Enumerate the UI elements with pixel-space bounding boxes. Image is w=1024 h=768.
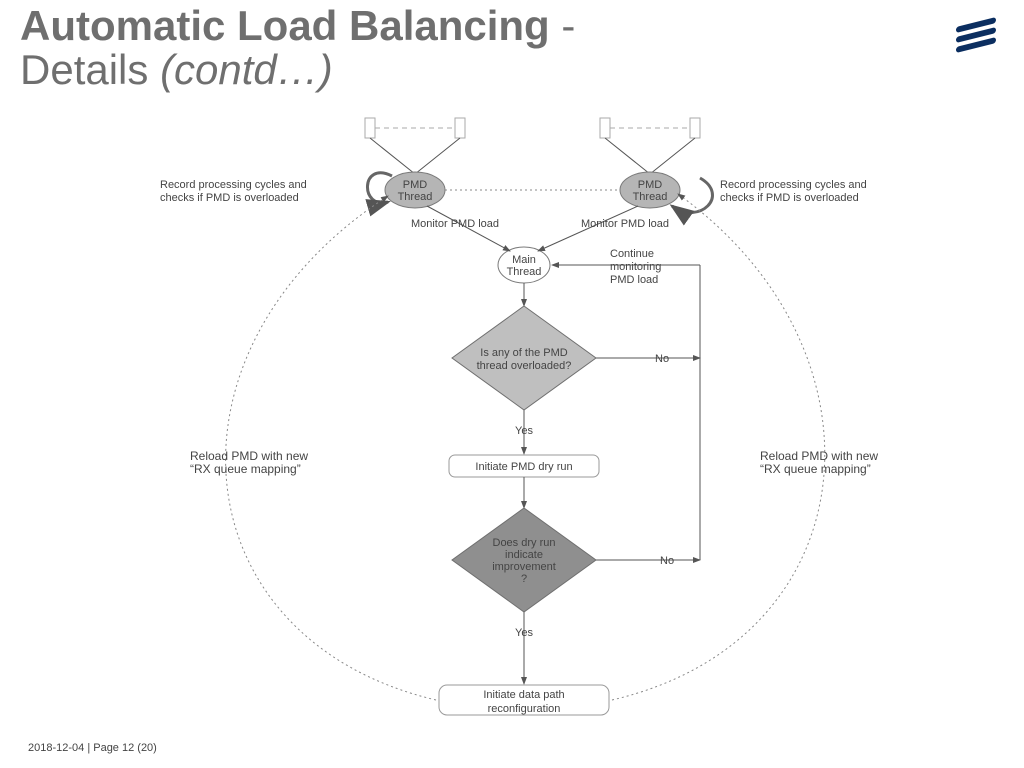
- svg-text:indicate: indicate: [505, 549, 543, 561]
- svg-text:Main: Main: [512, 254, 536, 266]
- svg-text:PMD load: PMD load: [610, 274, 658, 286]
- svg-text:“RX queue mapping”: “RX queue mapping”: [190, 462, 301, 476]
- svg-text:monitoring: monitoring: [610, 261, 661, 273]
- svg-text:Thread: Thread: [633, 191, 668, 203]
- svg-text:Thread: Thread: [398, 191, 433, 203]
- svg-text:Record processing cycles and: Record processing cycles and: [720, 179, 867, 191]
- svg-text:Monitor PMD load: Monitor PMD load: [411, 218, 499, 230]
- svg-text:PMD: PMD: [403, 179, 428, 191]
- svg-text:No: No: [660, 555, 674, 567]
- svg-text:Monitor PMD load: Monitor PMD load: [581, 218, 669, 230]
- svg-text:checks if PMD is overloaded: checks if PMD is overloaded: [720, 192, 859, 204]
- svg-text:Continue: Continue: [610, 248, 654, 260]
- svg-text:Initiate data path: Initiate data path: [483, 689, 564, 701]
- svg-text:Is any of the PMD: Is any of the PMD: [480, 347, 567, 359]
- svg-text:Thread: Thread: [507, 266, 542, 278]
- flowchart-canvas: PMDThreadPMDThreadRecord processing cycl…: [0, 0, 1024, 768]
- svg-text:Record processing cycles and: Record processing cycles and: [160, 179, 307, 191]
- svg-text:Yes: Yes: [515, 425, 533, 437]
- svg-text:Does dry run: Does dry run: [493, 537, 556, 549]
- svg-text:improvement: improvement: [492, 561, 556, 573]
- svg-text:checks if PMD is overloaded: checks if PMD is overloaded: [160, 192, 299, 204]
- svg-text:No: No: [655, 353, 669, 365]
- svg-text:Reload PMD with new: Reload PMD with new: [760, 449, 878, 463]
- svg-text:“RX queue mapping”: “RX queue mapping”: [760, 462, 871, 476]
- svg-text:PMD: PMD: [638, 179, 663, 191]
- svg-text:thread overloaded?: thread overloaded?: [477, 360, 572, 372]
- svg-text:Reload PMD with new: Reload PMD with new: [190, 449, 308, 463]
- svg-text:reconfiguration: reconfiguration: [488, 703, 561, 715]
- svg-text:Initiate PMD dry run: Initiate PMD dry run: [475, 461, 572, 473]
- svg-text:Yes: Yes: [515, 627, 533, 639]
- svg-text:?: ?: [521, 573, 527, 585]
